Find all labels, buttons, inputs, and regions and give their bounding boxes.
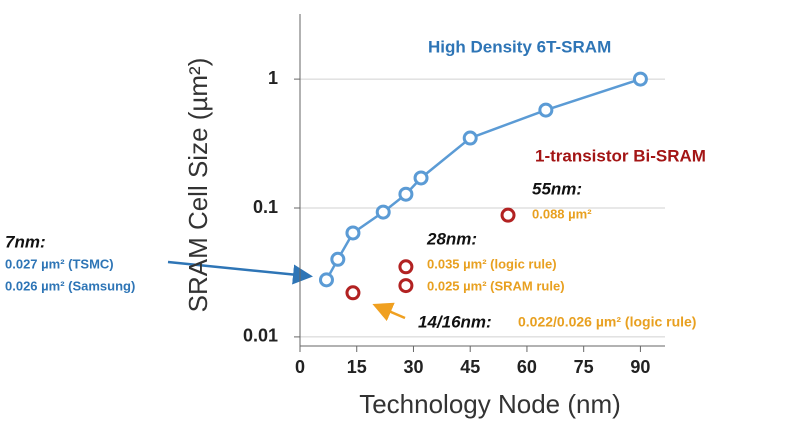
data-point	[500, 207, 516, 223]
x-tick-label: 90	[630, 357, 650, 377]
data-point	[462, 130, 478, 146]
x-tick-label: 15	[347, 357, 367, 377]
y-tick-label: 0.01	[243, 326, 278, 346]
series-line	[325, 77, 641, 281]
annotation: 0.026 µm² (Samsung)	[5, 278, 135, 293]
data-point	[413, 170, 429, 186]
data-point	[330, 251, 346, 267]
x-tick-label: 30	[403, 357, 423, 377]
annotation: 55nm:	[532, 179, 582, 198]
y-axis-title: SRAM Cell Size (µm²)	[183, 58, 213, 313]
data-point	[318, 272, 334, 288]
x-axis-title: Technology Node (nm)	[359, 389, 621, 419]
x-tick-label: 60	[517, 357, 537, 377]
x-tick-label: 0	[295, 357, 305, 377]
arrow	[372, 302, 406, 322]
annotation: 0.035 µm² (logic rule)	[427, 256, 557, 271]
data-point	[632, 71, 648, 87]
arrow	[167, 260, 313, 285]
data-point	[398, 259, 414, 275]
data-point	[398, 186, 414, 202]
data-point	[375, 204, 391, 220]
legend-label: High Density 6T-SRAM	[428, 37, 611, 56]
annotation: 0.088 µm²	[532, 206, 592, 221]
data-point	[345, 225, 361, 241]
data-point	[398, 278, 414, 294]
annotation: 0.022/0.026 µm² (logic rule)	[518, 314, 696, 330]
annotation: 0.027 µm² (TSMC)	[5, 256, 114, 271]
annotation: 28nm:	[426, 229, 477, 248]
data-point	[538, 102, 554, 118]
y-tick-label: 1	[268, 68, 278, 88]
annotation: 14/16nm:	[418, 312, 492, 331]
data-point	[345, 285, 361, 301]
legend-label: 1-transistor Bi-SRAM	[535, 146, 706, 165]
y-tick-label: 0.1	[253, 197, 278, 217]
x-tick-label: 75	[574, 357, 594, 377]
x-tick-label: 45	[460, 357, 480, 377]
annotation: 7nm:	[5, 232, 46, 251]
annotation: 0.025 µm² (SRAM rule)	[427, 278, 565, 293]
